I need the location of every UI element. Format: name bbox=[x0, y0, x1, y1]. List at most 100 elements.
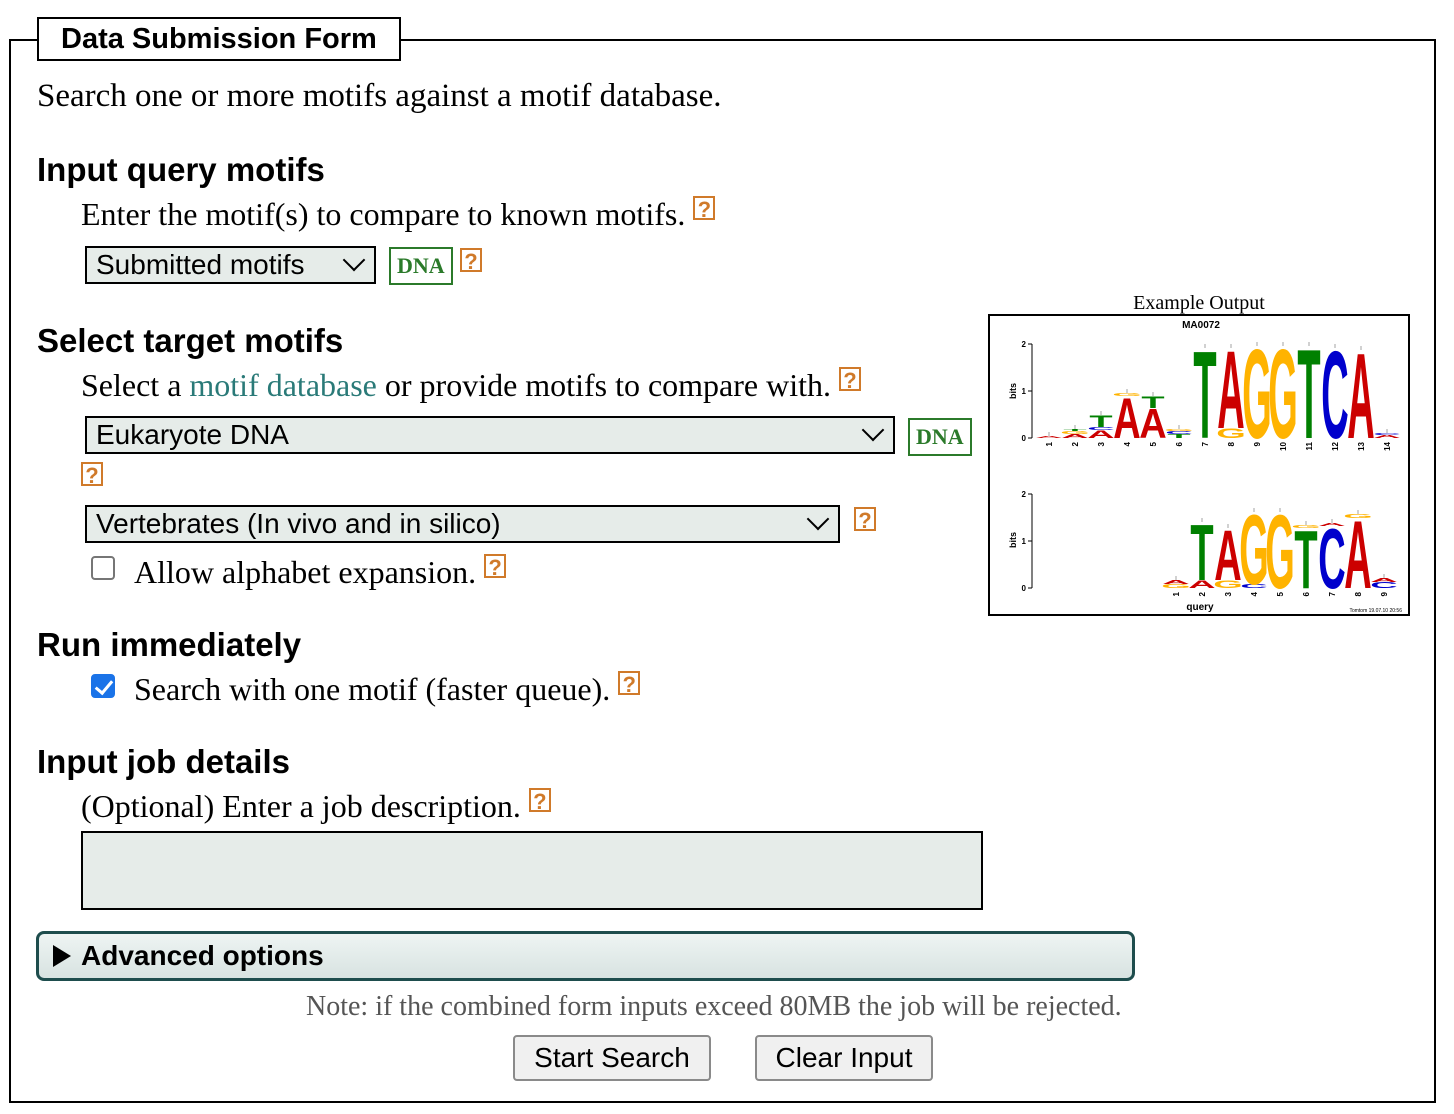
logo-letter: A bbox=[1217, 329, 1244, 452]
motif-database-link[interactable]: motif database bbox=[189, 367, 377, 403]
chevron-down-icon bbox=[342, 248, 366, 272]
x-position-label: 9 bbox=[1380, 591, 1389, 596]
expand-triangle-icon bbox=[53, 945, 71, 967]
help-icon[interactable]: ? bbox=[839, 367, 861, 392]
logo-letter: A bbox=[1318, 522, 1345, 527]
x-position-label: 6 bbox=[1302, 591, 1311, 596]
y-tick-label: 2 bbox=[1022, 490, 1027, 499]
run-immediately-checkbox[interactable] bbox=[91, 674, 115, 698]
job-description-textarea[interactable] bbox=[81, 831, 983, 910]
logo-letter: C bbox=[1373, 433, 1400, 436]
logo-letter: T bbox=[1063, 429, 1087, 432]
logo-letter: A bbox=[1344, 501, 1371, 609]
logo-letter: G bbox=[1216, 426, 1246, 441]
y-tick-label: 0 bbox=[1022, 584, 1027, 593]
target-alphabet-badge: DNA bbox=[908, 418, 972, 456]
logo-letter: A bbox=[1188, 578, 1215, 590]
target-instruction-end: or provide motifs to compare with. bbox=[376, 367, 831, 403]
alphabet-expansion-label: Allow alphabet expansion. bbox=[134, 554, 477, 590]
x-position-label: 11 bbox=[1305, 441, 1314, 450]
clear-input-button[interactable]: Clear Input bbox=[755, 1035, 933, 1081]
run-heading: Run immediately bbox=[37, 626, 302, 663]
help-icon[interactable]: ? bbox=[618, 671, 641, 696]
logo-letter: A bbox=[1347, 330, 1374, 465]
logo-letter: A bbox=[1373, 434, 1400, 439]
target-database-select[interactable]: Eukaryote DNA bbox=[85, 416, 895, 454]
start-search-button[interactable]: Start Search bbox=[513, 1035, 711, 1081]
x-position-label: 4 bbox=[1250, 591, 1259, 596]
logo-letter: C bbox=[1321, 327, 1348, 465]
logo-letter: G bbox=[1343, 513, 1373, 519]
logo-letter: C bbox=[1370, 580, 1398, 589]
logo-letter: A bbox=[1214, 516, 1241, 596]
x-position-label: 5 bbox=[1276, 591, 1285, 596]
help-icon[interactable]: ? bbox=[854, 507, 876, 532]
logo-letter: G bbox=[1268, 323, 1298, 465]
x-position-label: 12 bbox=[1331, 441, 1340, 450]
y-tick-label: 2 bbox=[1022, 340, 1027, 349]
logo-letter: T bbox=[1297, 323, 1320, 465]
x-position-label: 13 bbox=[1357, 441, 1366, 450]
alphabet-expansion-checkbox[interactable] bbox=[91, 556, 115, 580]
logo-letter: T bbox=[1190, 508, 1213, 597]
help-icon[interactable]: ? bbox=[528, 788, 551, 813]
example-output-caption: Example Output bbox=[1133, 292, 1265, 314]
run-immediately-row: Search with one motif (faster queue). ? bbox=[134, 671, 641, 708]
query-select-value: Submitted motifs bbox=[96, 249, 305, 280]
logo-letter: T bbox=[1167, 433, 1191, 439]
help-icon[interactable]: ? bbox=[81, 462, 103, 487]
x-position-label: 1 bbox=[1045, 441, 1054, 446]
x-position-label: 2 bbox=[1198, 591, 1207, 596]
logo-letter: G bbox=[1265, 494, 1295, 611]
target-heading: Select target motifs bbox=[37, 322, 344, 359]
x-position-label: 8 bbox=[1227, 441, 1236, 446]
logo-letter: A bbox=[1370, 577, 1397, 583]
form-intro: Search one or more motifs against a moti… bbox=[37, 78, 722, 114]
logo-letter: T bbox=[1141, 393, 1164, 412]
query-label: query bbox=[1186, 602, 1214, 613]
chevron-down-icon bbox=[861, 418, 885, 442]
size-limit-note: Note: if the combined form inputs exceed… bbox=[306, 991, 1122, 1022]
logo-letter: T bbox=[1193, 327, 1216, 465]
logo-letter: G bbox=[1161, 583, 1191, 589]
x-position-label: 7 bbox=[1201, 441, 1210, 446]
logo-letter: C bbox=[1165, 430, 1192, 435]
y-tick-label: 1 bbox=[1022, 387, 1027, 396]
logo-letter: A bbox=[1139, 402, 1166, 448]
alphabet-expansion-row: Allow alphabet expansion. ? bbox=[134, 554, 507, 591]
logo-letter: A bbox=[1162, 579, 1189, 585]
x-position-label: 3 bbox=[1097, 441, 1106, 446]
logo-letter: G bbox=[1213, 578, 1243, 590]
logo-letter: T bbox=[1294, 513, 1317, 606]
logo-letter: A bbox=[1035, 436, 1062, 439]
example-output-frame: MA0072 bits bits 0 1 2 1 2 3 4 5 6 7 8 9 10 11 12 13 14 … bbox=[988, 314, 1410, 616]
target-subset-select[interactable]: Vertebrates (In vivo and in silico) bbox=[85, 505, 840, 543]
query-motif-select[interactable]: Submitted motifs bbox=[85, 246, 376, 284]
logo-letter: G bbox=[1164, 429, 1194, 432]
x-position-label: 8 bbox=[1354, 591, 1363, 596]
x-position-label: 2 bbox=[1071, 441, 1080, 446]
help-icon[interactable]: ? bbox=[693, 196, 716, 221]
logo-letter: G bbox=[1112, 392, 1142, 397]
x-position-label: 5 bbox=[1149, 441, 1158, 446]
query-instruction: Enter the motif(s) to compare to known m… bbox=[81, 196, 716, 233]
logo-letter: A bbox=[1113, 387, 1140, 451]
x-position-label: 7 bbox=[1328, 591, 1337, 596]
database-select-value: Eukaryote DNA bbox=[96, 419, 289, 450]
logo-letter: A bbox=[1061, 433, 1088, 439]
advanced-options-toggle[interactable]: Advanced options bbox=[36, 931, 1135, 981]
logo-letter: C bbox=[1318, 512, 1345, 608]
form-legend: Data Submission Form bbox=[37, 17, 401, 61]
logo-letter: C bbox=[1240, 583, 1267, 589]
help-icon[interactable]: ? bbox=[484, 554, 507, 579]
x-position-label: 9 bbox=[1253, 441, 1262, 446]
help-icon[interactable]: ? bbox=[460, 248, 482, 273]
target-motif-name: MA0072 bbox=[1182, 320, 1220, 331]
x-position-label: 4 bbox=[1123, 441, 1132, 446]
x-position-label: 3 bbox=[1224, 591, 1233, 596]
query-heading: Input query motifs bbox=[37, 151, 325, 188]
target-instruction: Select a motif database or provide motif… bbox=[81, 367, 861, 404]
x-position-label: 14 bbox=[1383, 441, 1392, 450]
job-instruction: (Optional) Enter a job description. ? bbox=[81, 788, 551, 825]
